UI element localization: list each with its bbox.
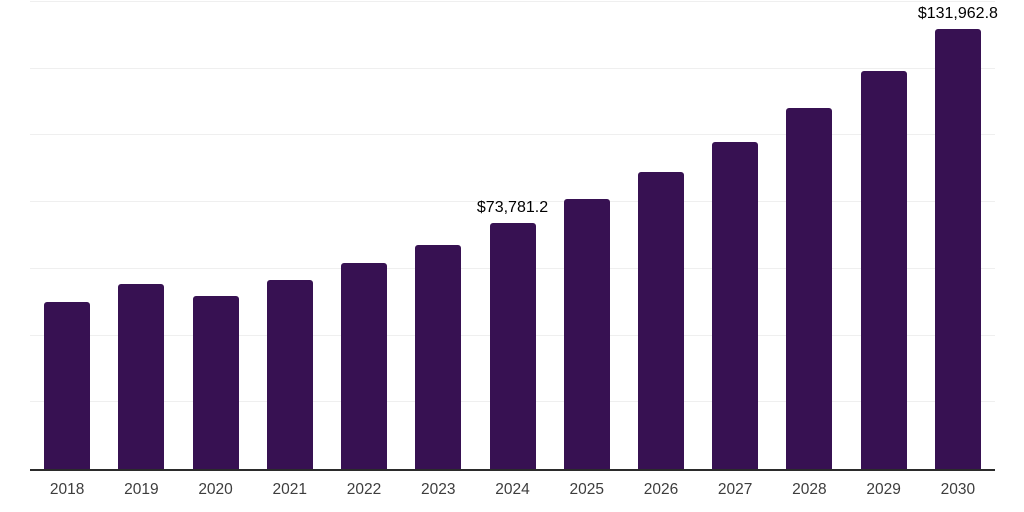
x-axis-label-2022: 2022: [346, 481, 382, 498]
bar-2021: [266, 280, 313, 469]
bar-2024: [489, 222, 536, 469]
gridline: [30, 1, 995, 2]
x-axis-label-2026: 2026: [643, 481, 679, 498]
gridline: [30, 67, 995, 69]
gridline: [30, 201, 995, 203]
x-axis-label-2020: 2020: [198, 481, 233, 498]
bar-2018: [44, 301, 91, 469]
bar-value-label-2030: $131,962.8: [917, 4, 998, 22]
bar-2022: [341, 263, 388, 469]
x-axis-labels: 2018 2019 2020 2021 2022 2023 2024 2025 2026 2027…: [30, 481, 995, 505]
bar-2025: [563, 199, 610, 469]
bar-2027: [712, 142, 759, 469]
x-axis-label-2024: 2024: [495, 481, 530, 498]
x-axis-label-2018: 2018: [49, 481, 85, 498]
bar-2030: [934, 28, 981, 469]
bar-2020: [192, 295, 239, 469]
x-axis-label-2019: 2019: [124, 481, 159, 498]
gridline: [30, 134, 995, 136]
bar-2023: [415, 244, 462, 469]
x-axis-label-2025: 2025: [569, 481, 604, 498]
bar-2028: [786, 108, 833, 469]
x-axis-label-2028: 2028: [792, 481, 827, 498]
x-axis-label-2029: 2029: [866, 481, 901, 498]
bar-value-label-2024: $73,781.2: [476, 198, 549, 216]
bar-2019: [118, 284, 165, 469]
x-axis-label-2023: 2023: [421, 481, 456, 498]
x-axis-label-2030: 2030: [940, 481, 976, 498]
bar-2026: [637, 172, 684, 469]
plot-area: $73,781.2 $131,962.8: [30, 1, 998, 471]
x-axis-label-2021: 2021: [272, 481, 308, 498]
x-axis-label-2027: 2027: [717, 481, 753, 498]
bar-2029: [860, 70, 907, 469]
